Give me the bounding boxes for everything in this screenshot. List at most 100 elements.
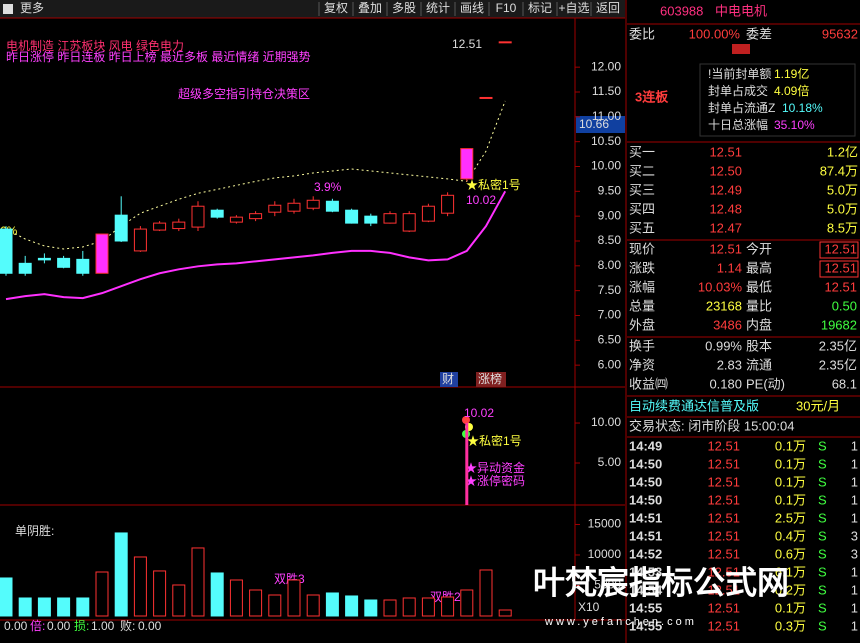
trade-volume: 0.6万 — [775, 546, 806, 561]
trade-count: 1 — [851, 492, 858, 507]
volume-bar — [0, 577, 13, 617]
signal-label: ★异动资金 — [465, 460, 525, 475]
trade-price: 12.51 — [707, 582, 740, 597]
toolbar-button[interactable]: +自选 — [558, 1, 589, 15]
footer-value: 0.00 — [47, 619, 71, 633]
seal-value: 10.18% — [782, 101, 823, 115]
rank-tag[interactable]: 涨榜 — [478, 371, 502, 386]
trade-time: 14:50 — [629, 474, 662, 489]
toolbar-button[interactable]: 返回 — [596, 1, 620, 15]
candle-body — [95, 233, 109, 274]
value-box — [819, 241, 859, 259]
bid-price: 12.50 — [709, 163, 742, 178]
volume-bar — [306, 594, 320, 617]
toolbar-button[interactable]: 画线 — [460, 1, 484, 15]
upper-line — [5, 100, 506, 250]
candle-body — [306, 199, 320, 209]
stock-code: 603988 — [660, 3, 703, 18]
candle-body — [345, 209, 359, 224]
bid-label: 买二 — [629, 163, 655, 178]
quote-label: 最低 — [746, 279, 772, 294]
quote-value: 0.50 — [832, 298, 857, 313]
stat-value: 68.1 — [832, 376, 857, 391]
toolbar-button[interactable]: 标记 — [528, 1, 552, 15]
tag-bg — [476, 372, 506, 387]
toolbar-button[interactable]: 统计 — [426, 1, 450, 15]
trade-time: 14:51 — [629, 510, 662, 525]
trade-price: 12.51 — [707, 510, 740, 525]
toolbar-button[interactable]: 复权 — [324, 1, 348, 15]
y-tick-label: 5000 — [594, 578, 621, 592]
trade-count: 1 — [851, 600, 858, 615]
volume-bar — [421, 597, 435, 617]
cursor-price: 10.66 — [579, 117, 609, 131]
toolbar-more[interactable]: 更多 — [20, 1, 44, 15]
trade-volume: 2.5万 — [775, 510, 806, 525]
trade-volume: 0.1万 — [775, 438, 806, 453]
fin-tag[interactable]: 财 — [442, 372, 454, 386]
volume-bar — [191, 547, 205, 617]
trade-count: 1 — [851, 618, 858, 633]
trade-side: S — [818, 528, 827, 543]
y-tick-label: 8.00 — [598, 258, 622, 272]
footer-value: 0.00 — [138, 619, 162, 633]
candle-body — [460, 148, 474, 180]
toolbar-button[interactable]: 叠加 — [358, 1, 382, 15]
volume-bar — [95, 571, 109, 617]
volume-bar — [441, 596, 455, 617]
footer-value: 1.00 — [91, 619, 115, 633]
footer-label: 损: — [74, 619, 89, 633]
high-label: 12.51 — [452, 37, 482, 51]
candle-body — [421, 205, 435, 222]
toolbar-button[interactable]: F10 — [496, 1, 517, 15]
volume-title: 单阴胜: — [15, 523, 54, 538]
quote-label: 涨幅 — [629, 279, 655, 294]
y-tick-label: 8.50 — [598, 233, 622, 247]
trade-time: 14:49 — [629, 438, 662, 453]
toolbar-button[interactable]: 多股 — [392, 1, 416, 15]
seal-box — [699, 63, 856, 137]
y-tick-label: 10.50 — [591, 134, 621, 148]
trade-price: 12.51 — [707, 600, 740, 615]
expand-icon[interactable] — [732, 44, 750, 54]
y-tick-label: 10.00 — [591, 159, 621, 173]
toolbar — [0, 0, 625, 18]
signal-label: ★私密1号 — [467, 433, 522, 448]
candle-body — [364, 215, 378, 224]
banner[interactable]: 自动续费通达信普及版 — [629, 398, 759, 413]
bid-price: 12.48 — [709, 201, 742, 216]
quote-label: 今开 — [746, 241, 772, 256]
quote-value: 12.51 — [824, 279, 857, 294]
quote-value: 3486 — [713, 317, 742, 332]
trade-count: 1 — [851, 474, 858, 489]
banner-price[interactable]: 30元/月 — [796, 398, 840, 413]
seal-label: 封单占流通Z — [708, 100, 775, 115]
candle-body — [172, 221, 186, 230]
bid-price: 12.49 — [709, 182, 742, 197]
footer-label: 倍: — [30, 618, 45, 633]
stat-label: 股本 — [746, 338, 772, 353]
candle-body — [479, 96, 493, 99]
pct-label: 3.9% — [314, 180, 342, 194]
trade-side: S — [818, 492, 827, 507]
quote-label: 涨跌 — [629, 260, 655, 275]
seal-value: 1.19亿 — [774, 66, 809, 81]
trade-side: S — [818, 438, 827, 453]
candle-body — [287, 202, 301, 212]
y-tick-label: 11.50 — [592, 84, 621, 98]
trade-side: S — [818, 456, 827, 471]
quote-value: 12.51 — [824, 241, 857, 256]
stat-value: 2.35亿 — [819, 357, 857, 372]
candle-body — [325, 200, 339, 212]
bid-label: 买四 — [629, 201, 655, 216]
trade-count: 1 — [851, 510, 858, 525]
tags: 电机制造 江苏板块 风电 绿色电力 — [6, 38, 184, 53]
stat-value: 2.35亿 — [819, 338, 857, 353]
trade-count: 1 — [851, 438, 858, 453]
volume-bar — [57, 597, 71, 617]
trade-price: 12.51 — [707, 618, 740, 633]
candle-body — [229, 216, 243, 223]
quote-value: 12.51 — [709, 241, 742, 256]
